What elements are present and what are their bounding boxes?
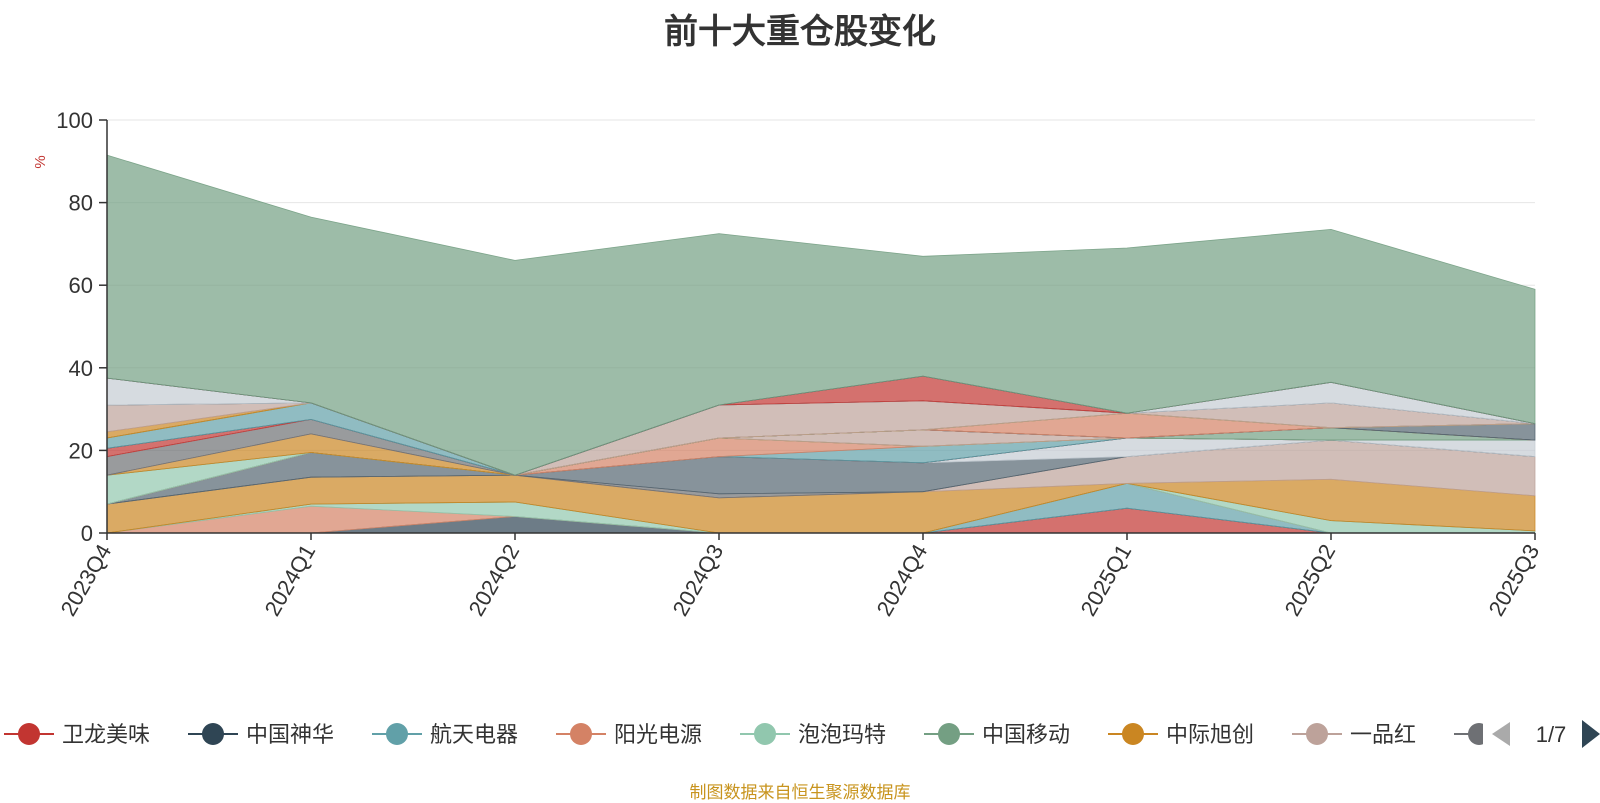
x-tick-label: 2024Q4 [872, 540, 933, 620]
source-footer: 制图数据来自恒生聚源数据库 [689, 783, 911, 802]
legend-marker-icon [754, 723, 776, 745]
legend-item-5[interactable]: 中国移动 [924, 722, 1070, 747]
legend-label: 中国神华 [246, 722, 334, 747]
chart-title: 前十大重仓股变化 [664, 13, 936, 51]
legend-page-indicator: 1/7 [1536, 722, 1567, 747]
x-tick-label: 2025Q2 [1280, 540, 1341, 620]
y-tick-label: 100 [56, 108, 93, 133]
legend-marker-icon [386, 723, 408, 745]
legend-marker-icon [18, 723, 40, 745]
legend-marker-icon [938, 723, 960, 745]
legend-item-6[interactable]: 中际旭创 [1108, 722, 1254, 747]
legend-next-icon[interactable] [1582, 720, 1600, 748]
x-tick-label: 2024Q2 [464, 540, 525, 620]
x-tick-label: 2024Q3 [668, 540, 729, 620]
y-tick-label: 40 [69, 356, 93, 381]
legend-item-4[interactable]: 泡泡玛特 [740, 722, 886, 747]
legend-item-3[interactable]: 阳光电源 [556, 722, 702, 747]
x-tick-label: 2025Q1 [1076, 540, 1137, 620]
y-tick-label: 20 [69, 438, 93, 463]
legend-label: 泡泡玛特 [798, 722, 886, 747]
legend-label: 航天电器 [430, 722, 518, 747]
legend-marker-icon [570, 723, 592, 745]
legend-marker-icon [1306, 723, 1328, 745]
legend-label: 卫龙美味 [62, 722, 150, 747]
y-tick-label: 80 [69, 191, 93, 216]
legend-label: 中际旭创 [1166, 722, 1254, 747]
legend-item-1[interactable]: 中国神华 [188, 722, 334, 747]
x-tick-label: 2025Q3 [1484, 540, 1545, 620]
legend-pager: 1/7 [1483, 705, 1600, 765]
legend-item-2[interactable]: 航天电器 [372, 722, 518, 747]
series-areas [106, 154, 1536, 534]
y-axis-label: % [32, 155, 49, 168]
legend: 卫龙美味中国神华航天电器阳光电源泡泡玛特中国移动中际旭创一品红腾讯控股 [4, 722, 1600, 747]
legend-marker-icon [202, 723, 224, 745]
legend-label: 一品红 [1350, 722, 1416, 747]
x-tick-label: 2023Q4 [56, 540, 117, 620]
legend-item-7[interactable]: 一品红 [1292, 722, 1416, 747]
legend-prev-icon[interactable] [1492, 722, 1510, 746]
legend-label: 阳光电源 [614, 722, 702, 747]
area-series-35 [106, 154, 1536, 476]
legend-marker-icon [1122, 723, 1144, 745]
x-tick-label: 2024Q1 [260, 540, 321, 620]
y-tick-label: 0 [81, 521, 93, 546]
legend-label: 中国移动 [982, 722, 1070, 747]
legend-item-0[interactable]: 卫龙美味 [4, 722, 150, 747]
y-tick-label: 60 [69, 273, 93, 298]
